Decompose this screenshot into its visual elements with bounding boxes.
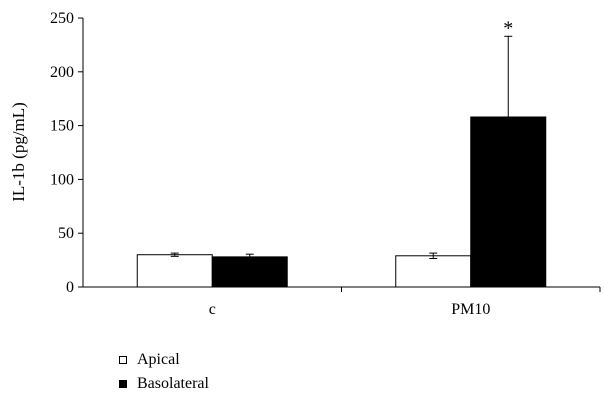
legend-item-basolateral: Basolateral <box>119 372 209 396</box>
y-tick-label-5: 250 <box>50 10 74 27</box>
legend-item-apical: Apical <box>119 348 209 372</box>
legend-swatch-basolateral <box>119 380 127 388</box>
legend-label-apical: Apical <box>137 351 180 368</box>
bar-apical-0 <box>136 254 213 288</box>
x-tick-label-0: c <box>209 301 216 318</box>
bar-apical-1 <box>395 255 472 288</box>
x-tick-label-1: PM10 <box>451 301 490 318</box>
significance-marker-0: * <box>503 17 513 39</box>
y-tick-label-4: 200 <box>50 64 74 81</box>
legend-label-basolateral: Basolateral <box>137 375 209 392</box>
y-tick-label-3: 150 <box>50 118 74 135</box>
y-tick-label-2: 100 <box>50 171 74 188</box>
y-tick-label-1: 50 <box>58 225 74 242</box>
y-tick-label-0: 0 <box>66 279 74 296</box>
legend: Apical Basolateral <box>119 348 209 396</box>
bar-basolateral-0 <box>211 256 288 288</box>
y-axis-label: IL-1b (pg/mL) <box>9 102 28 202</box>
legend-swatch-apical <box>119 356 127 364</box>
